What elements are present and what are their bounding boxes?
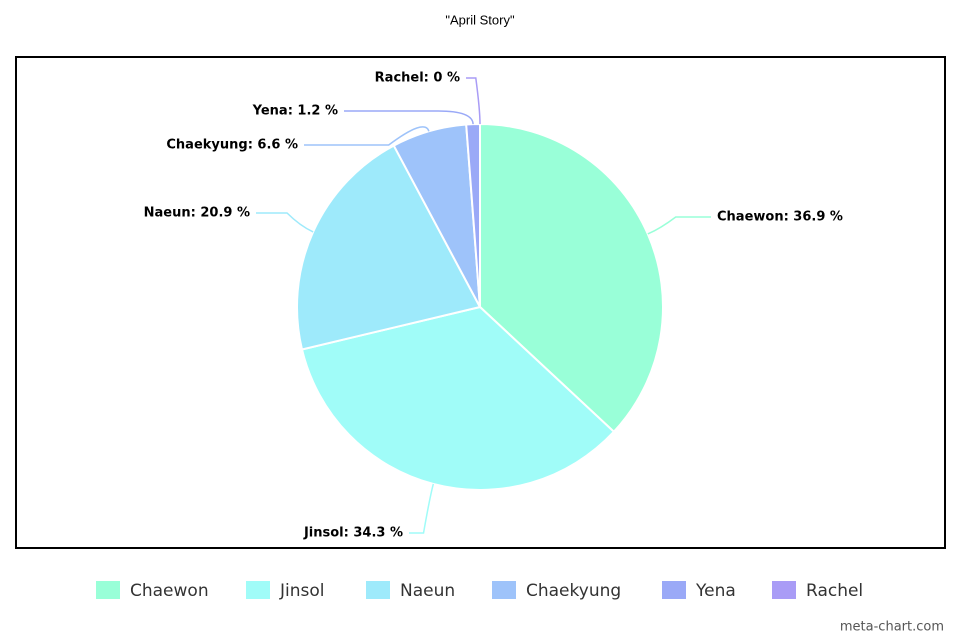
data-label: Chaewon: 36.9 % (717, 210, 843, 225)
credit: meta-chart.com (840, 620, 944, 635)
legend-label[interactable]: Chaewon (130, 581, 209, 601)
chart-title: "April Story" (445, 12, 515, 27)
legend-swatch[interactable] (366, 581, 390, 599)
leader-line (344, 110, 474, 125)
legend-swatch[interactable] (662, 581, 686, 599)
legend-label[interactable]: Jinsol (279, 581, 325, 601)
legend-label[interactable]: Naeun (400, 581, 455, 601)
leader-line (647, 216, 711, 235)
legend-label[interactable]: Chaekyung (526, 581, 621, 601)
legend-swatch[interactable] (96, 581, 120, 599)
data-label: Naeun: 20.9 % (144, 206, 250, 221)
leader-line (409, 483, 435, 534)
legend-label[interactable]: Rachel (806, 581, 863, 601)
legend-swatch[interactable] (246, 581, 270, 599)
legend-label[interactable]: Yena (695, 581, 736, 601)
data-label: Yena: 1.2 % (252, 104, 338, 119)
data-label: Rachel: 0 % (375, 71, 460, 86)
leader-line (256, 212, 314, 233)
data-label: Chaekyung: 6.6 % (166, 138, 298, 153)
data-label: Jinsol: 34.3 % (303, 526, 403, 541)
legend-swatch[interactable] (492, 581, 516, 599)
leader-line (466, 77, 481, 125)
leader-line (304, 126, 430, 146)
legend-swatch[interactable] (772, 581, 796, 599)
